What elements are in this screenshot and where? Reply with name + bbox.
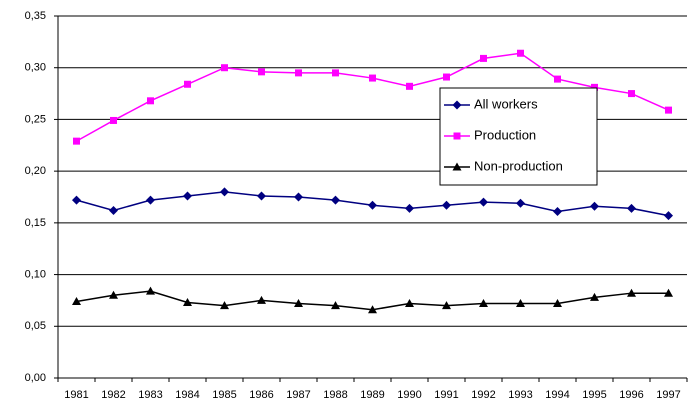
marker bbox=[369, 74, 376, 82]
marker bbox=[294, 299, 303, 308]
x-tick-label: 1986 bbox=[249, 389, 273, 401]
y-tick-label: 0,35 bbox=[25, 10, 46, 22]
marker bbox=[665, 106, 672, 114]
marker bbox=[443, 73, 450, 81]
x-tick-label: 1987 bbox=[286, 389, 310, 401]
x-tick-label: 1984 bbox=[175, 389, 199, 401]
x-tick-label: 1990 bbox=[397, 389, 421, 401]
marker bbox=[295, 69, 302, 77]
marker bbox=[183, 191, 192, 201]
x-tick-label: 1982 bbox=[101, 389, 125, 401]
x-tick-label: 1994 bbox=[545, 389, 569, 401]
x-tick-label: 1981 bbox=[64, 389, 88, 401]
marker bbox=[405, 203, 414, 213]
marker bbox=[516, 198, 525, 208]
x-tick-label: 1997 bbox=[656, 389, 680, 401]
marker bbox=[147, 97, 154, 105]
x-tick-label: 1988 bbox=[323, 389, 347, 401]
marker bbox=[110, 116, 117, 124]
y-tick-label: 0,15 bbox=[25, 217, 46, 229]
marker bbox=[220, 187, 229, 197]
marker bbox=[553, 206, 562, 216]
marker bbox=[72, 296, 81, 305]
marker bbox=[109, 290, 118, 299]
marker bbox=[479, 197, 488, 207]
x-tick-label: 1996 bbox=[619, 389, 643, 401]
legend-label: Production bbox=[474, 127, 536, 142]
marker bbox=[590, 292, 599, 301]
marker bbox=[72, 195, 81, 205]
y-tick-label: 0,20 bbox=[25, 165, 46, 177]
x-tick-label: 1992 bbox=[471, 389, 495, 401]
marker bbox=[590, 201, 599, 211]
marker bbox=[452, 100, 462, 110]
marker bbox=[368, 200, 377, 210]
marker bbox=[627, 203, 636, 213]
marker bbox=[146, 286, 155, 295]
y-tick-label: 0,05 bbox=[25, 320, 46, 332]
x-tick-label: 1993 bbox=[508, 389, 532, 401]
marker bbox=[591, 83, 598, 91]
marker bbox=[257, 191, 266, 201]
y-tick-label: 0,30 bbox=[25, 62, 46, 74]
marker bbox=[442, 301, 451, 310]
marker bbox=[453, 132, 461, 140]
legend-label: Non-production bbox=[474, 158, 563, 173]
marker bbox=[183, 297, 192, 306]
marker bbox=[73, 137, 80, 145]
marker bbox=[664, 211, 673, 221]
marker bbox=[109, 205, 118, 215]
marker bbox=[553, 299, 562, 308]
x-tick-label: 1983 bbox=[138, 389, 162, 401]
y-tick-label: 0,25 bbox=[25, 113, 46, 125]
marker bbox=[184, 80, 191, 88]
x-tick-label: 1989 bbox=[360, 389, 384, 401]
marker bbox=[220, 301, 229, 310]
marker bbox=[628, 90, 635, 98]
marker bbox=[368, 305, 377, 314]
marker bbox=[332, 69, 339, 77]
legend-label: All workers bbox=[474, 96, 538, 111]
y-tick-label: 0,10 bbox=[25, 268, 46, 280]
x-tick-label: 1985 bbox=[212, 389, 236, 401]
marker bbox=[480, 54, 487, 62]
marker bbox=[146, 195, 155, 205]
x-tick-label: 1991 bbox=[434, 389, 458, 401]
marker bbox=[294, 192, 303, 202]
marker bbox=[406, 82, 413, 90]
marker bbox=[257, 295, 266, 304]
marker bbox=[664, 288, 673, 297]
marker bbox=[627, 288, 636, 297]
marker bbox=[517, 49, 524, 57]
marker bbox=[479, 299, 488, 308]
marker bbox=[331, 301, 340, 310]
marker bbox=[452, 162, 462, 171]
x-tick-label: 1995 bbox=[582, 389, 606, 401]
marker bbox=[331, 195, 340, 205]
marker bbox=[516, 299, 525, 308]
marker bbox=[258, 68, 265, 76]
marker bbox=[554, 75, 561, 83]
marker bbox=[442, 200, 451, 210]
marker bbox=[221, 64, 228, 72]
y-tick-label: 0,00 bbox=[25, 372, 46, 384]
marker bbox=[405, 299, 414, 308]
